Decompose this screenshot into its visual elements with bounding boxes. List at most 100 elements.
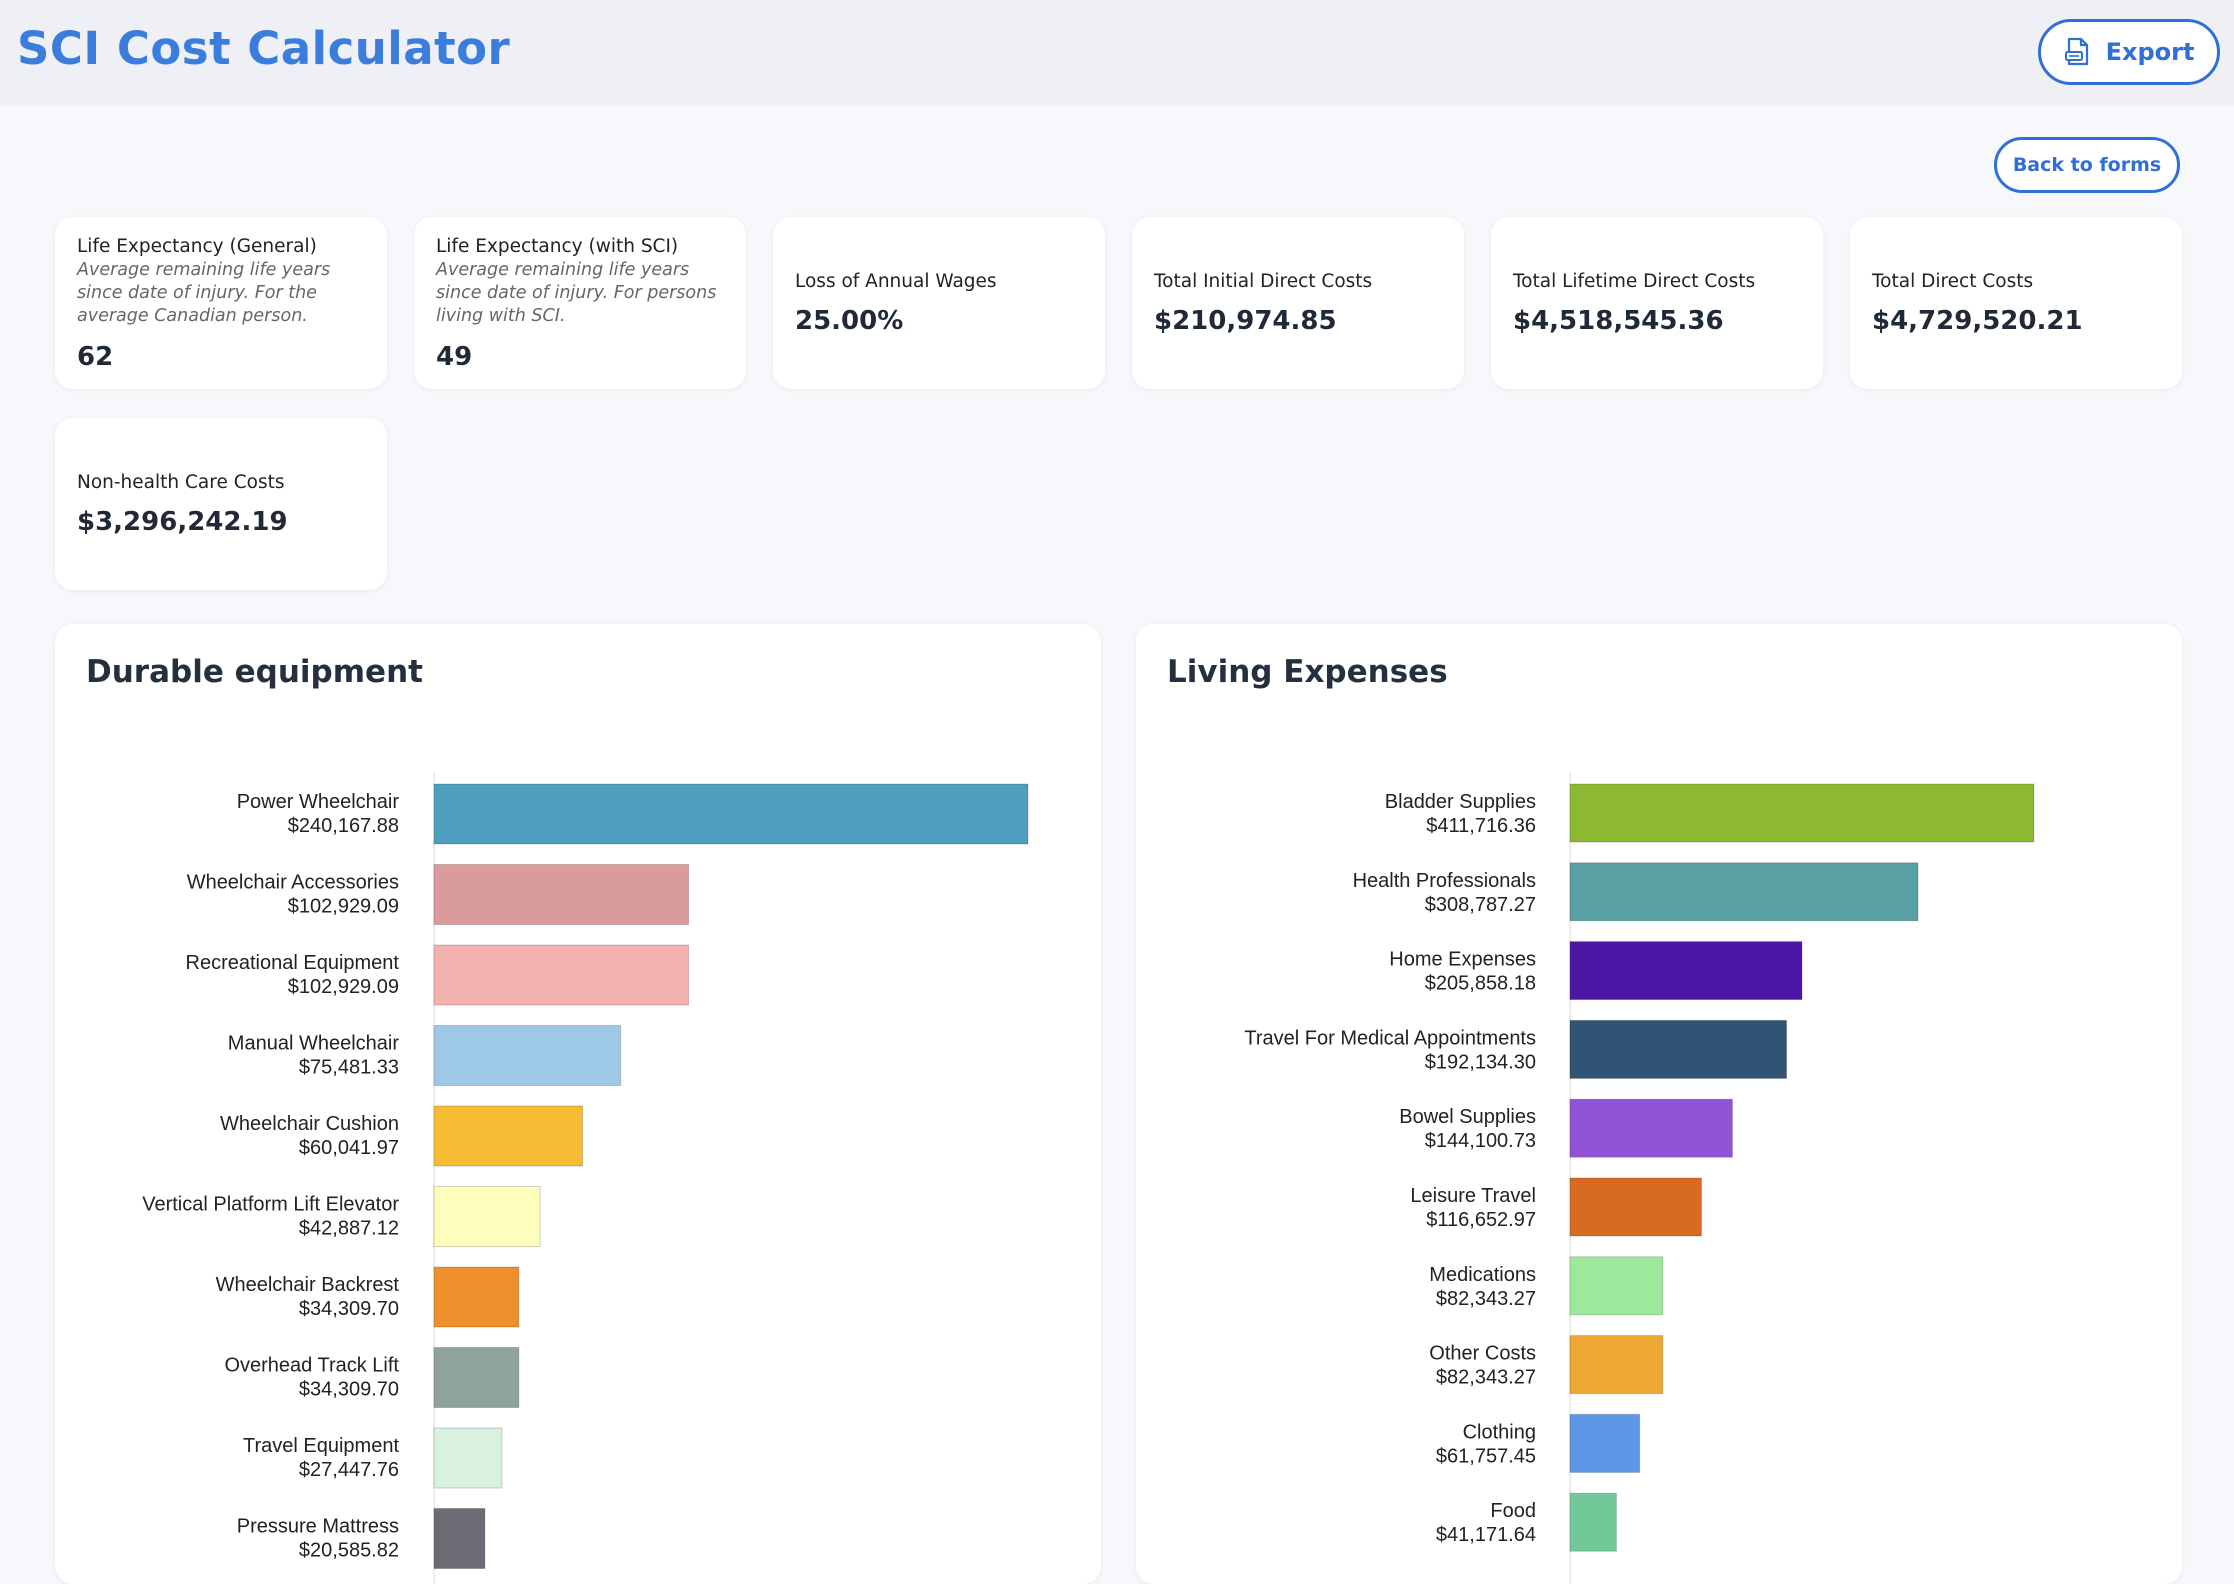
bar-value-label: $60,041.97: [299, 1137, 399, 1159]
bar-category-label: Recreational Equipment: [186, 952, 400, 974]
card-label: Total Lifetime Direct Costs: [1513, 271, 1756, 292]
export-button[interactable]: Export: [2038, 19, 2220, 85]
chart-bar[interactable]: [433, 1266, 520, 1328]
chart-bar[interactable]: [1569, 1098, 1733, 1158]
bar-item[interactable]: Home Expenses$205,858.18: [1389, 941, 1803, 1001]
bar-value-label: $144,100.73: [1425, 1130, 1536, 1152]
durable-equipment-chart: Power Wheelchair$240,167.88 Wheelchair Ac…: [142, 772, 1029, 1584]
chart-bar[interactable]: [433, 783, 1029, 845]
summary-card-total-direct-costs: Total Direct Costs $4,729,520.21: [1850, 217, 2182, 389]
bar-category-label: Overhead Track Lift: [224, 1355, 399, 1377]
bar-value-label: $205,858.18: [1425, 973, 1536, 995]
header-bar: SCI Cost Calculator Export: [0, 0, 2234, 106]
summary-card-non-health-care-costs: Non-health Care Costs $3,296,242.19: [55, 418, 387, 590]
bar-item[interactable]: Food$41,171.64: [1436, 1492, 1617, 1552]
bar-value-label: $27,447.76: [299, 1459, 399, 1481]
summary-card-loss-of-wages: Loss of Annual Wages 25.00%: [773, 217, 1105, 389]
bar-item[interactable]: Other Costs$82,343.27: [1429, 1335, 1664, 1395]
bar-value-label: $20,585.82: [299, 1540, 399, 1562]
bar-category-label: Bowel Supplies: [1399, 1106, 1536, 1128]
bar-value-label: $41,171.64: [1436, 1524, 1536, 1546]
bar-value-label: $240,167.88: [288, 815, 399, 837]
card-label: Total Initial Direct Costs: [1154, 271, 1373, 292]
bar-item[interactable]: Power Wheelchair$240,167.88: [237, 783, 1029, 845]
chart-bar[interactable]: [1569, 783, 2035, 843]
bar-category-label: Food: [1490, 1500, 1536, 1522]
bar-value-label: $116,652.97: [1426, 1209, 1536, 1231]
summary-card-life-expectancy-sci: Life Expectancy (with SCI) Average remai…: [414, 217, 746, 389]
bar-value-label: $34,309.70: [299, 1379, 399, 1401]
card-label: Life Expectancy (General): [77, 235, 317, 257]
bar-item[interactable]: Recreational Equipment$102,929.09: [186, 944, 690, 1006]
living-expenses-chart: Bladder Supplies$411,716.36 Health Profes…: [1244, 772, 2035, 1584]
bar-category-label: Other Costs: [1429, 1343, 1536, 1365]
card-label: Loss of Annual Wages: [795, 271, 997, 292]
bar-category-label: Clothing: [1463, 1421, 1536, 1443]
card-value: $4,518,545.36: [1513, 306, 1724, 336]
chart-bar[interactable]: [433, 1186, 541, 1247]
chart-bar[interactable]: [1569, 1019, 1788, 1079]
card-value: $3,296,242.19: [77, 507, 288, 537]
bar-category-label: Wheelchair Cushion: [220, 1113, 399, 1135]
summary-card-life-expectancy-general: Life Expectancy (General) Average remain…: [55, 217, 387, 389]
summary-card-lifetime-direct-costs: Total Lifetime Direct Costs $4,518,545.3…: [1491, 217, 1823, 389]
bar-value-label: $102,929.09: [288, 896, 399, 918]
bar-item[interactable]: Pressure Mattress$20,585.82: [237, 1508, 486, 1569]
bar-value-label: $34,309.70: [299, 1298, 399, 1320]
chart-bar[interactable]: [433, 864, 690, 925]
bar-item[interactable]: Manual Wheelchair$75,481.33: [228, 1025, 622, 1086]
card-label: Total Direct Costs: [1872, 271, 2034, 292]
bar-category-label: Home Expenses: [1389, 949, 1536, 971]
card-value: 49: [436, 341, 473, 372]
bar-category-label: Health Professionals: [1353, 870, 1536, 892]
chart-bar[interactable]: [433, 944, 690, 1006]
card-value: $4,729,520.21: [1872, 306, 2083, 336]
card-value: $210,974.85: [1154, 306, 1337, 336]
chart-bar[interactable]: [433, 1347, 520, 1408]
bar-category-label: Travel Equipment: [243, 1435, 399, 1457]
bar-item[interactable]: Vertical Platform Lift Elevator$42,887.1…: [142, 1186, 541, 1247]
chart-bar[interactable]: [433, 1508, 486, 1569]
chart-bar[interactable]: [1569, 1256, 1664, 1316]
chart-bar[interactable]: [1569, 1335, 1664, 1395]
bar-item[interactable]: Medications$82,343.27: [1429, 1256, 1664, 1316]
chart-bar[interactable]: [433, 1427, 503, 1489]
bar-category-label: Pressure Mattress: [237, 1516, 399, 1538]
bar-item[interactable]: Wheelchair Accessories$102,929.09: [187, 864, 690, 925]
chart-bar[interactable]: [433, 1105, 583, 1167]
chart-bar[interactable]: [1569, 862, 1919, 922]
bar-value-label: $75,481.33: [299, 1057, 399, 1079]
export-label: Export: [2105, 38, 2195, 66]
card-value: 62: [77, 341, 114, 372]
bar-value-label: $42,887.12: [299, 1218, 399, 1240]
chart-bar[interactable]: [1569, 1177, 1702, 1237]
bar-value-label: $308,787.27: [1425, 894, 1536, 916]
bar-category-label: Manual Wheelchair: [228, 1033, 400, 1055]
card-description: Average remaining life years since date …: [436, 259, 717, 326]
card-value: 25.00%: [795, 306, 904, 336]
bar-item[interactable]: Overhead Track Lift$34,309.70: [224, 1347, 520, 1408]
bar-item[interactable]: Travel For Medical Appointments$192,134.…: [1244, 1019, 1788, 1079]
chart-bar[interactable]: [1569, 941, 1803, 1001]
bar-item[interactable]: Wheelchair Backrest$34,309.70: [216, 1266, 520, 1328]
card-label: Non-health Care Costs: [77, 472, 285, 493]
bar-category-label: Medications: [1429, 1264, 1536, 1286]
bar-item[interactable]: Clothing$61,757.45: [1436, 1413, 1641, 1473]
bar-item[interactable]: Travel Equipment$27,447.76: [243, 1427, 503, 1489]
bar-item[interactable]: Bladder Supplies$411,716.36: [1385, 783, 2035, 843]
export-file-icon: [2064, 37, 2088, 66]
chart-bar[interactable]: [433, 1025, 622, 1086]
chart-bar[interactable]: [1569, 1492, 1617, 1552]
chart-bar[interactable]: [1569, 1413, 1641, 1473]
bar-value-label: $411,716.36: [1426, 815, 1536, 837]
bar-item[interactable]: Health Professionals$308,787.27: [1353, 862, 1919, 922]
living-expenses-panel: Living Expenses Bladder Supplies $411,716…: [1136, 624, 2182, 1584]
bar-item[interactable]: Leisure Travel$116,652.97: [1410, 1177, 1702, 1237]
bar-category-label: Bladder Supplies: [1385, 791, 1536, 813]
bar-item[interactable]: Wheelchair Cushion$60,041.97: [220, 1105, 583, 1167]
back-to-forms-button[interactable]: Back to forms: [1994, 137, 2180, 193]
bar-item[interactable]: Bowel Supplies$144,100.73: [1399, 1098, 1733, 1158]
bar-category-label: Wheelchair Backrest: [216, 1274, 400, 1296]
bar-value-label: $102,929.09: [288, 976, 399, 998]
summary-card-initial-direct-costs: Total Initial Direct Costs $210,974.85: [1132, 217, 1464, 389]
